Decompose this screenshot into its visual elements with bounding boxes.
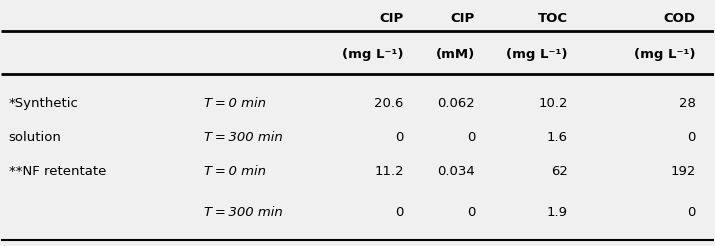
Text: 192: 192 [671,165,696,178]
Text: 28: 28 [679,97,696,110]
Text: 0: 0 [395,206,404,219]
Text: 0: 0 [687,206,696,219]
Text: 0: 0 [395,131,404,144]
Text: T = 300 min: T = 300 min [204,131,283,144]
Text: TOC: TOC [538,12,568,25]
Text: **NF retentate: **NF retentate [9,165,106,178]
Text: 1.9: 1.9 [546,206,568,219]
Text: *Synthetic: *Synthetic [9,97,79,110]
Text: 20.6: 20.6 [375,97,404,110]
Text: CIP: CIP [450,12,475,25]
Text: 62: 62 [551,165,568,178]
Text: 0: 0 [467,206,475,219]
Text: T = 300 min: T = 300 min [204,206,283,219]
Text: 0.062: 0.062 [438,97,475,110]
Text: 0: 0 [467,131,475,144]
Text: COD: COD [664,12,696,25]
Text: 1.6: 1.6 [546,131,568,144]
Text: CIP: CIP [380,12,404,25]
Text: (mg L⁻¹): (mg L⁻¹) [506,48,568,62]
Text: (mM): (mM) [435,48,475,62]
Text: (mg L⁻¹): (mg L⁻¹) [342,48,404,62]
Text: solution: solution [9,131,61,144]
Text: 11.2: 11.2 [374,165,404,178]
Text: (mg L⁻¹): (mg L⁻¹) [634,48,696,62]
Text: T = 0 min: T = 0 min [204,97,267,110]
Text: 10.2: 10.2 [538,97,568,110]
Text: 0.034: 0.034 [438,165,475,178]
Text: 0: 0 [687,131,696,144]
Text: T = 0 min: T = 0 min [204,165,267,178]
